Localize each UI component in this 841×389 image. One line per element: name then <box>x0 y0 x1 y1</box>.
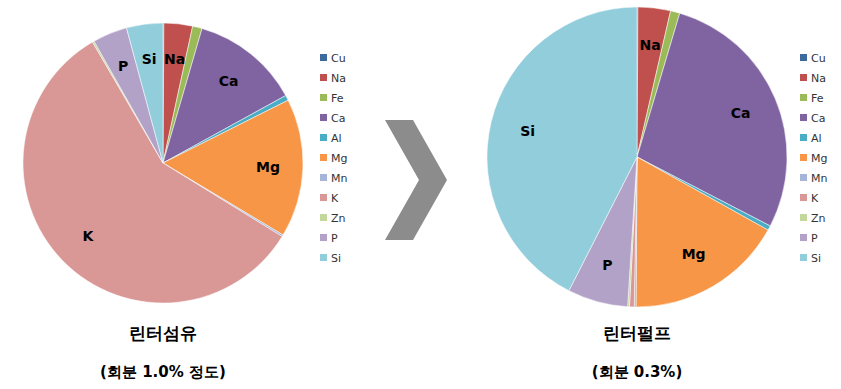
slice <box>487 7 637 291</box>
legend-item: Zn <box>320 212 346 225</box>
legend-label: P <box>811 232 818 245</box>
slice-labels: Na Ca Mg P Si <box>520 37 750 273</box>
legend-item: Fe <box>800 92 824 105</box>
legend-label: Zn <box>331 212 346 225</box>
legend-label: Ca <box>331 112 345 125</box>
legend-label: Mg <box>331 152 347 165</box>
legend: Cu Na Fe Ca Al Mg Mn K Zn P Si <box>800 52 827 265</box>
slice-label: P <box>602 257 612 273</box>
slice <box>126 23 163 163</box>
slice-label: Si <box>142 51 157 67</box>
slices <box>487 7 787 307</box>
slice-labels: Na Ca Mg K P Si <box>82 51 280 245</box>
legend-swatch <box>320 134 327 141</box>
legend-label: Fe <box>331 92 344 105</box>
legend-label: Cu <box>811 52 826 65</box>
legend-swatch <box>320 254 327 261</box>
legend-item: Al <box>320 132 342 145</box>
legend-label: Mn <box>811 172 827 185</box>
legend-swatch <box>320 194 327 201</box>
legend-swatch <box>800 54 807 61</box>
figure: Na Ca Mg K P Si Cu Na Fe Ca Al Mg Mn K Zn P Si 린터섬유 (회분 1.… <box>0 0 841 389</box>
legend-label: Si <box>811 252 821 265</box>
legend-item: Na <box>320 72 346 85</box>
title: 린터펄프 <box>603 323 671 343</box>
legend-swatch <box>800 94 807 101</box>
slices <box>23 23 303 303</box>
legend-label: Mn <box>331 172 347 185</box>
legend-swatch <box>800 254 807 261</box>
slice-label: Ca <box>731 105 751 121</box>
legend-item: Mg <box>800 152 827 165</box>
legend-item: Fe <box>320 92 344 105</box>
legend-item: Ca <box>800 112 825 125</box>
legend-label: K <box>811 192 819 205</box>
legend-item: K <box>320 192 339 205</box>
legend-label: Fe <box>811 92 824 105</box>
legend-item: Cu <box>800 52 826 65</box>
title: 린터섬유 <box>129 323 197 343</box>
legend-item: P <box>800 232 818 245</box>
slice-label: Ca <box>219 73 239 89</box>
slice-label: Mg <box>256 159 280 175</box>
arrow <box>385 120 447 240</box>
legend-swatch <box>320 214 327 221</box>
slice-label: Si <box>520 123 535 139</box>
legend-item: Mn <box>800 172 827 185</box>
pie-chart: Na Ca Mg K P Si Cu Na Fe Ca Al Mg Mn K Zn P Si 린터섬유 (회분 1.… <box>23 23 347 381</box>
legend-label: Cu <box>331 52 346 65</box>
legend-swatch <box>800 114 807 121</box>
slice-label: Na <box>639 37 660 53</box>
legend-item: K <box>800 192 819 205</box>
legend-swatch <box>800 134 807 141</box>
slice-label: P <box>118 58 128 74</box>
legend-item: Si <box>800 252 821 265</box>
legend-item: Zn <box>800 212 826 225</box>
legend-swatch <box>800 234 807 241</box>
legend-swatch <box>800 154 807 161</box>
legend-item: Na <box>800 72 826 85</box>
legend-label: Al <box>811 132 822 145</box>
subtitle: (회분 0.3%) <box>592 363 683 381</box>
legend-label: Mg <box>811 152 827 165</box>
legend-swatch <box>320 74 327 81</box>
legend-label: P <box>331 232 338 245</box>
legend-swatch <box>800 174 807 181</box>
legend-item: Mg <box>320 152 347 165</box>
legend-swatch <box>320 234 327 241</box>
legend-item: Cu <box>320 52 346 65</box>
legend-item: P <box>320 232 338 245</box>
legend-swatch <box>320 54 327 61</box>
legend-swatch <box>320 174 327 181</box>
legend-swatch <box>800 214 807 221</box>
legend-label: Zn <box>811 212 826 225</box>
slice-label: Na <box>164 51 185 67</box>
legend-item: Ca <box>320 112 345 125</box>
legend-swatch <box>320 114 327 121</box>
legend-item: Al <box>800 132 822 145</box>
legend-swatch <box>800 194 807 201</box>
legend-label: K <box>331 192 339 205</box>
legend-label: Na <box>811 72 826 85</box>
slice-label: K <box>82 228 94 244</box>
legend-item: Mn <box>320 172 347 185</box>
legend: Cu Na Fe Ca Al Mg Mn K Zn P Si <box>320 52 347 265</box>
legend-label: Ca <box>811 112 825 125</box>
legend-swatch <box>320 94 327 101</box>
legend-item: Si <box>320 252 341 265</box>
pie-chart: Na Ca Mg P Si Cu Na Fe Ca Al Mg Mn K Zn P Si 린터펄프 (회분 0.3… <box>487 7 827 381</box>
subtitle: (회분 1.0% 정도) <box>100 363 226 381</box>
legend-label: Na <box>331 72 346 85</box>
legend-label: Al <box>331 132 342 145</box>
legend-swatch <box>320 154 327 161</box>
legend-swatch <box>800 74 807 81</box>
slice <box>636 157 768 307</box>
legend-label: Si <box>331 252 341 265</box>
slice-label: Mg <box>682 246 706 262</box>
